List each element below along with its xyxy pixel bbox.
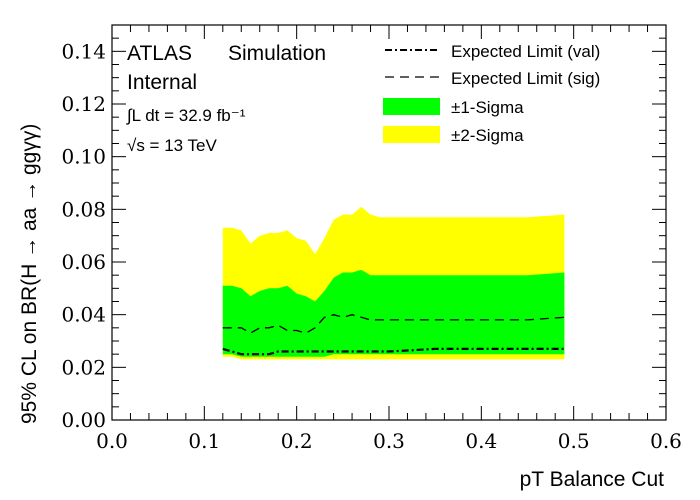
one-sigma-band xyxy=(222,269,565,357)
x-tick-label: 0.4 xyxy=(465,429,497,453)
y-tick-label: 0.06 xyxy=(61,250,106,274)
x-tick-label: 0.1 xyxy=(188,429,220,453)
x-axis-title: pT Balance Cut xyxy=(520,468,665,491)
legend-2sigma-label: ±2-Sigma xyxy=(451,126,524,145)
x-tick-label: 0.0 xyxy=(96,429,128,453)
y-tick-label: 0.04 xyxy=(61,303,106,327)
y-tick-label: 0.12 xyxy=(61,92,106,116)
atlas-label: ATLAS xyxy=(127,42,192,65)
legend-2sigma-swatch xyxy=(383,126,440,143)
expected-limit-sig-line xyxy=(222,314,565,334)
internal-label: Internal xyxy=(127,71,197,94)
expected-limit-val-line xyxy=(222,347,565,356)
y-tick-label: 0.00 xyxy=(61,408,106,432)
x-tick-label: 0.2 xyxy=(281,429,313,453)
y-tick-label: 0.02 xyxy=(61,355,106,379)
y-axis-title: 95% CL on BR(H → aa → ggγγ) xyxy=(18,124,41,424)
legend-1sigma-swatch xyxy=(383,98,440,115)
y-tick-label: 0.14 xyxy=(61,39,106,63)
x-tick-label: 0.3 xyxy=(373,429,405,453)
legend-sig-label: Expected Limit (sig) xyxy=(451,69,600,88)
tick-labels: 0.0 0.1 0.2 0.3 0.4 0.5 0.6 0.00 0.02 0.04 0.06 0.0… xyxy=(61,39,681,453)
sigma-bands xyxy=(222,206,565,360)
axis-ticks xyxy=(111,24,667,421)
x-tick-label: 0.6 xyxy=(650,429,682,453)
y-tick-label: 0.08 xyxy=(61,197,106,221)
limit-lines xyxy=(222,314,565,356)
luminosity-label: ∫L dt = 32.9 fb⁻¹ xyxy=(126,106,246,125)
x-tick-label: 0.5 xyxy=(558,429,590,453)
legend-1sigma-label: ±1-Sigma xyxy=(451,98,524,117)
energy-label: √s = 13 TeV xyxy=(127,136,217,155)
legend-val-label: Expected Limit (val) xyxy=(451,42,600,61)
y-tick-label: 0.10 xyxy=(61,145,106,169)
atlas-label-block: ATLAS Simulation Internal ∫L dt = 32.9 f… xyxy=(126,42,326,155)
legend: Expected Limit (val) Expected Limit (sig… xyxy=(383,42,600,145)
simulation-label: Simulation xyxy=(228,42,326,65)
